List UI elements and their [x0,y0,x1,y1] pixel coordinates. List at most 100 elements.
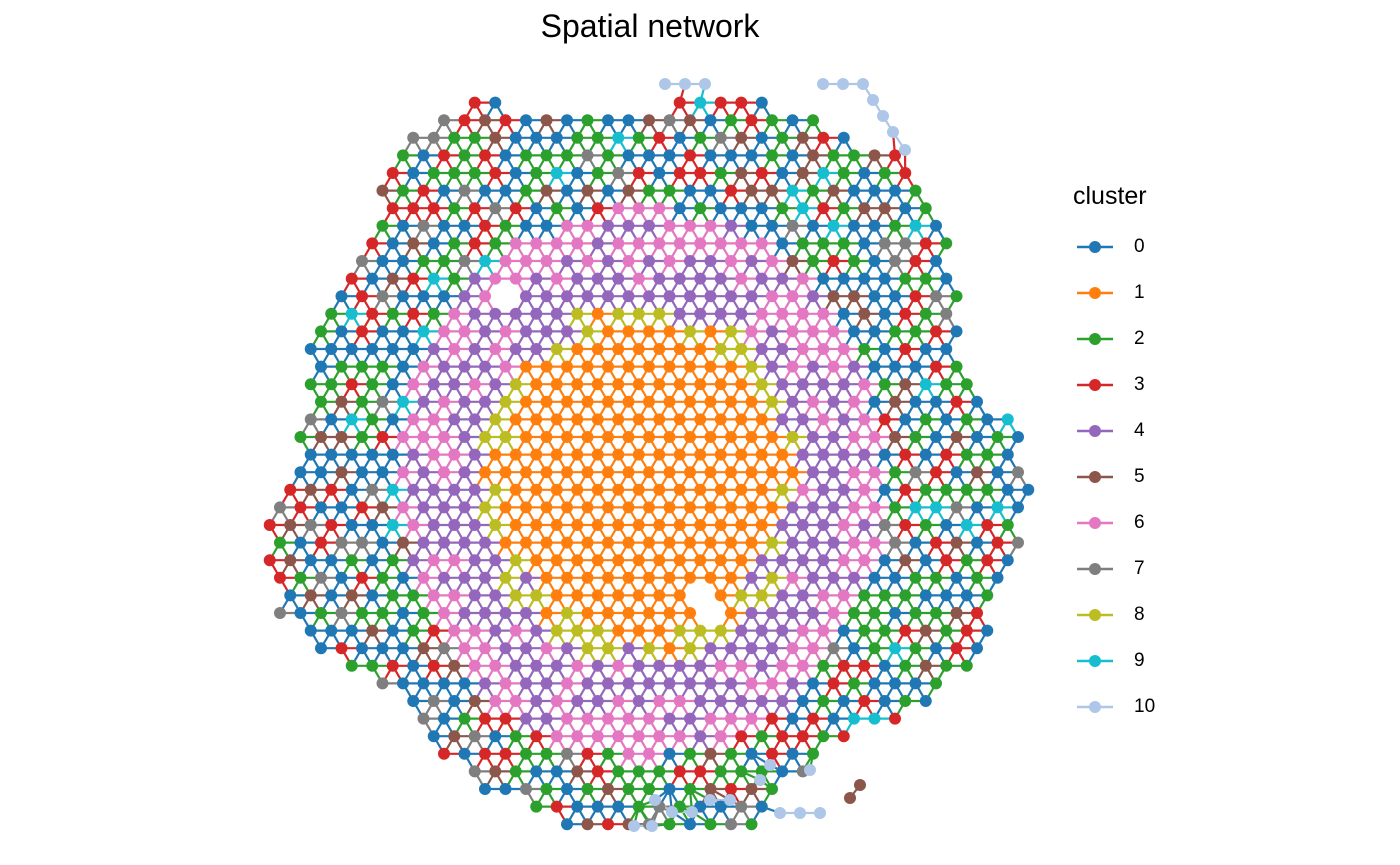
spot-cluster-1 [550,378,563,391]
spot-cluster-4 [858,448,871,461]
spot-cluster-0 [561,114,573,127]
spot-cluster-4 [499,607,512,619]
spot-cluster-6 [509,624,522,637]
spot-cluster-7 [663,114,676,127]
spot-cluster-2 [899,659,912,672]
spot-cluster-3 [263,554,276,567]
spot-cluster-3 [468,96,481,109]
spot-cluster-2 [643,184,655,197]
spot-cluster-0 [889,571,901,584]
spot-cluster-2 [376,219,389,232]
spot-cluster-3 [735,730,748,743]
spot-cluster-6 [571,730,584,743]
spot-cluster-4 [509,659,522,672]
spot-cluster-1 [530,413,543,426]
spot-cluster-2 [909,571,922,584]
spot-cluster-2 [868,642,881,655]
spot-cluster-2 [848,607,860,619]
spot-cluster-6 [427,448,440,461]
spot-cluster-6 [612,202,625,215]
spot-cluster-8 [479,431,491,443]
spot-cluster-0 [366,589,379,602]
spot-cluster-6 [725,255,737,267]
spot-cluster-1 [704,325,717,338]
spot-cluster-2 [591,167,604,179]
spot-cluster-1 [694,448,707,461]
spot-cluster-6 [550,695,563,707]
spot-cluster-3 [694,765,707,778]
spot-cluster-1 [643,501,655,514]
spot-cluster-2 [940,659,953,672]
legend-key-9 [1077,655,1113,667]
spot-cluster-5 [366,624,379,637]
spot-cluster-7 [356,255,368,267]
spot-cluster-3 [981,554,994,567]
spot-cluster-3 [930,360,942,373]
spot-cluster-0 [878,483,891,496]
spot-cluster-3 [345,378,358,391]
spot-cluster-0 [550,765,563,778]
spot-cluster-7 [427,131,440,144]
spot-cluster-6 [786,571,799,584]
spot-cluster-1 [725,607,737,619]
spot-cluster-0 [786,712,799,725]
spot-cluster-4 [807,501,819,514]
spot-cluster-4 [602,219,614,232]
spot-cluster-0 [858,167,871,179]
spot-cluster-3 [550,800,563,813]
spot-cluster-6 [848,536,860,549]
spot-cluster-0 [1012,501,1024,514]
spot-cluster-0 [1012,431,1024,443]
spot-cluster-4 [704,255,717,267]
spot-cluster-2 [643,783,655,795]
spot-cluster-0 [971,431,983,443]
spot-cluster-1 [663,325,676,338]
spot-cluster-2 [325,307,338,320]
spot-cluster-5 [581,184,594,197]
spot-cluster-1 [632,624,645,637]
spot-cluster-3 [889,149,901,162]
legend-label-9: 9 [1134,650,1145,671]
spot-cluster-3 [725,184,737,197]
spot-cluster-4 [796,519,809,531]
spot-cluster-2 [807,114,819,127]
spot-cluster-2 [427,307,440,320]
spot-cluster-2 [899,695,912,707]
spot-cluster-6 [397,501,409,514]
spot-cluster-4 [427,483,440,496]
spot-cluster-5 [284,554,297,567]
spot-cluster-6 [417,431,430,443]
spot-cluster-0 [479,184,491,197]
spot-cluster-1 [766,431,778,443]
spot-cluster-0 [345,483,358,496]
spot-cluster-8 [581,325,594,338]
spot-cluster-2 [694,202,707,215]
spot-cluster-3 [909,290,922,303]
spot-cluster-0 [837,624,850,637]
spot-cluster-1 [612,378,625,391]
spot-cluster-0 [294,466,307,479]
spot-cluster-1 [591,554,604,567]
spot-cluster-2 [315,325,327,338]
spot-cluster-4 [530,272,543,285]
spot-cluster-7 [356,536,368,549]
spot-cluster-6 [540,255,553,267]
spot-cluster-0 [417,290,430,303]
spot-cluster-3 [766,712,778,725]
spot-cluster-1 [561,431,573,443]
spot-cluster-7 [1012,536,1024,549]
spot-cluster-6 [397,431,409,443]
spot-cluster-4 [448,483,461,496]
spot-cluster-2 [612,765,625,778]
spot-cluster-0 [940,343,953,355]
spot-cluster-2 [448,237,461,250]
legend-label-4: 4 [1134,420,1145,441]
spot-cluster-1 [643,360,655,373]
spot-cluster-8 [643,642,655,655]
spot-cluster-7 [714,131,727,144]
spot-cluster-0 [878,695,891,707]
spot-cluster-6 [581,255,594,267]
spot-cluster-4 [755,343,768,355]
spot-cluster-3 [509,202,522,215]
spot-cluster-0 [868,395,881,408]
